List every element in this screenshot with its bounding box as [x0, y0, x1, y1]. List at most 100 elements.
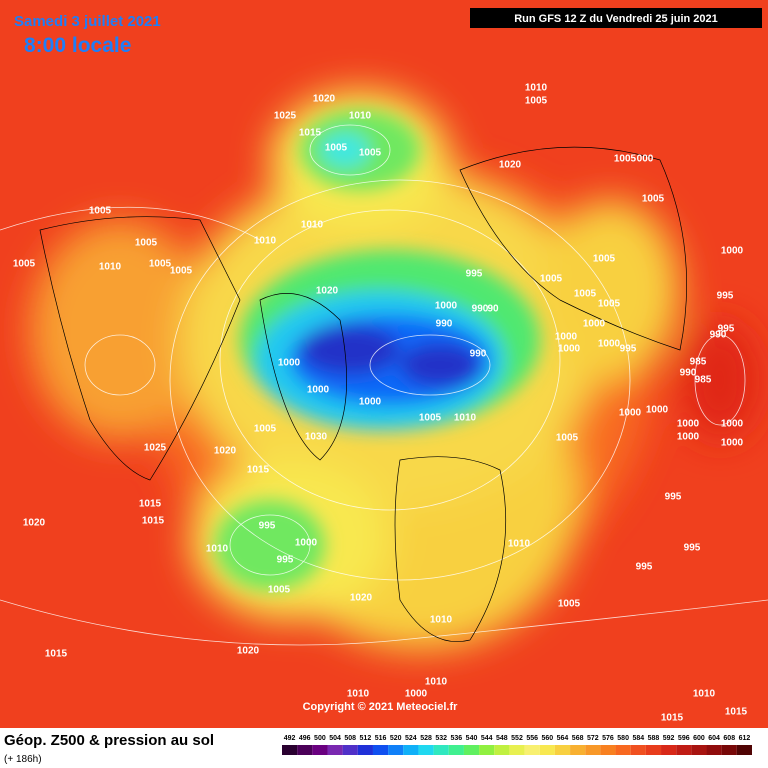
pressure-label: 1005 — [556, 433, 579, 444]
pressure-label: 1000 — [721, 246, 744, 257]
run-box — [470, 8, 762, 28]
pressure-label: 995 — [636, 562, 653, 573]
colorbar-label: 544 — [481, 735, 493, 742]
colorbar-label: 552 — [511, 735, 523, 742]
footer-title: Géop. Z500 & pression au sol — [4, 732, 214, 749]
pressure-label: 1000 — [295, 538, 318, 549]
colorbar-swatch — [691, 745, 707, 755]
colorbar-label: 512 — [360, 735, 372, 742]
colorbar-swatch — [570, 745, 586, 755]
pressure-label: 1000 — [583, 319, 606, 330]
pressure-label: 1000 — [558, 344, 581, 355]
colorbar-swatch — [509, 745, 525, 755]
colorbar-swatch — [357, 745, 373, 755]
pressure-label: 1000 — [646, 405, 669, 416]
colorbar-label: 568 — [572, 735, 584, 742]
pressure-label: 1010 — [508, 539, 531, 550]
pressure-label: 1020 — [214, 446, 237, 457]
pressure-label: 1010 — [349, 111, 372, 122]
lead-time: (+ 186h) — [4, 754, 42, 765]
colorbar-label: 604 — [708, 735, 720, 742]
pressure-label: 90 — [487, 304, 499, 315]
low-centers — [215, 110, 540, 590]
colorbar-label: 572 — [587, 735, 599, 742]
pressure-label: 995 — [684, 543, 701, 554]
pressure-label: 995 — [718, 324, 735, 335]
colorbar-label: 540 — [466, 735, 478, 742]
pressure-label: 1000 — [359, 397, 382, 408]
colorbar-swatch — [585, 745, 601, 755]
colorbar-swatch — [539, 745, 555, 755]
colorbar-label: 588 — [648, 735, 660, 742]
colorbar-swatch — [448, 745, 464, 755]
colorbar-label: 516 — [375, 735, 387, 742]
pressure-label: 1000 — [307, 385, 330, 396]
colorbar-label: 612 — [739, 735, 751, 742]
colorbar-swatch — [645, 745, 662, 755]
pressure-label: 1015 — [725, 707, 748, 718]
pressure-label: 1010 — [693, 689, 716, 700]
pressure-label: 995 — [277, 555, 294, 566]
colorbar-label: 524 — [405, 735, 417, 742]
colorbar-label: 532 — [435, 735, 447, 742]
colorbar-swatch — [630, 745, 646, 755]
colorbar-swatch — [554, 745, 571, 755]
colorbar-swatch — [433, 745, 449, 755]
pressure-label: 1005 — [614, 154, 637, 165]
pressure-label: 990 — [472, 304, 489, 315]
colorbar-label: 500 — [314, 735, 326, 742]
pressure-label: 1005 — [593, 254, 616, 265]
pressure-label: 1015 — [661, 713, 684, 724]
colorbar-swatch — [312, 745, 328, 755]
pressure-label: 985 — [690, 357, 707, 368]
colorbar-swatch — [342, 745, 358, 755]
colorbar-swatch — [479, 745, 495, 755]
run-info: Run GFS 12 Z du Vendredi 25 juin 2021 — [514, 13, 718, 25]
pressure-label: 1010 — [206, 544, 229, 555]
copyright: Copyright © 2021 Meteociel.fr — [303, 701, 459, 713]
pressure-label: 990 — [680, 368, 697, 379]
pressure-label: 1005 — [135, 238, 158, 249]
pressure-label: 1005 — [254, 424, 277, 435]
pressure-label: 1005 — [268, 585, 291, 596]
pressure-label: 1005 — [89, 206, 112, 217]
colorbar-label: 564 — [557, 735, 569, 742]
pressure-label: 1010 — [347, 689, 370, 700]
pressure-label: 1000 — [677, 432, 700, 443]
pressure-label: 990 — [710, 330, 727, 341]
pressure-label: 995 — [466, 269, 483, 280]
pressure-label: 1005 — [574, 289, 597, 300]
pressure-label: 1000 — [278, 358, 301, 369]
pressure-label: 1000 — [555, 332, 578, 343]
colorbar-label: 608 — [723, 735, 735, 742]
colorbar-label: 504 — [329, 735, 341, 742]
pressure-label: 1005 — [525, 96, 548, 107]
colorbar-swatch — [282, 745, 298, 755]
pressure-label: 990 — [436, 319, 453, 330]
pressure-label: 1005 — [419, 413, 442, 424]
pressure-label: 1010 — [254, 236, 277, 247]
pressure-label: 995 — [717, 291, 734, 302]
pressure-label: 1020 — [499, 160, 522, 171]
pressure-label: 1015 — [45, 649, 68, 660]
pressure-label: 1010 — [425, 677, 448, 688]
pressure-label: 000 — [637, 154, 654, 165]
pressure-label: 1005 — [558, 599, 581, 610]
pressure-label: 1005 — [13, 259, 36, 270]
colorbar-swatch — [736, 745, 752, 755]
pressure-label: 1000 — [677, 419, 700, 430]
pressure-label: 985 — [695, 375, 712, 386]
colorbar-label: 536 — [451, 735, 463, 742]
pressure-label: 1000 — [435, 301, 458, 312]
pressure-label: 1025 — [274, 111, 297, 122]
pressure-label: 1020 — [350, 593, 373, 604]
pressure-label: 995 — [259, 521, 276, 532]
pressure-label: 1000 — [721, 438, 744, 449]
colorbar-swatch — [615, 745, 631, 755]
colorbar-swatch — [297, 745, 313, 755]
colorbar-swatch — [524, 745, 540, 755]
colorbar-label: 584 — [632, 735, 644, 742]
colorbar-swatch — [600, 745, 616, 755]
